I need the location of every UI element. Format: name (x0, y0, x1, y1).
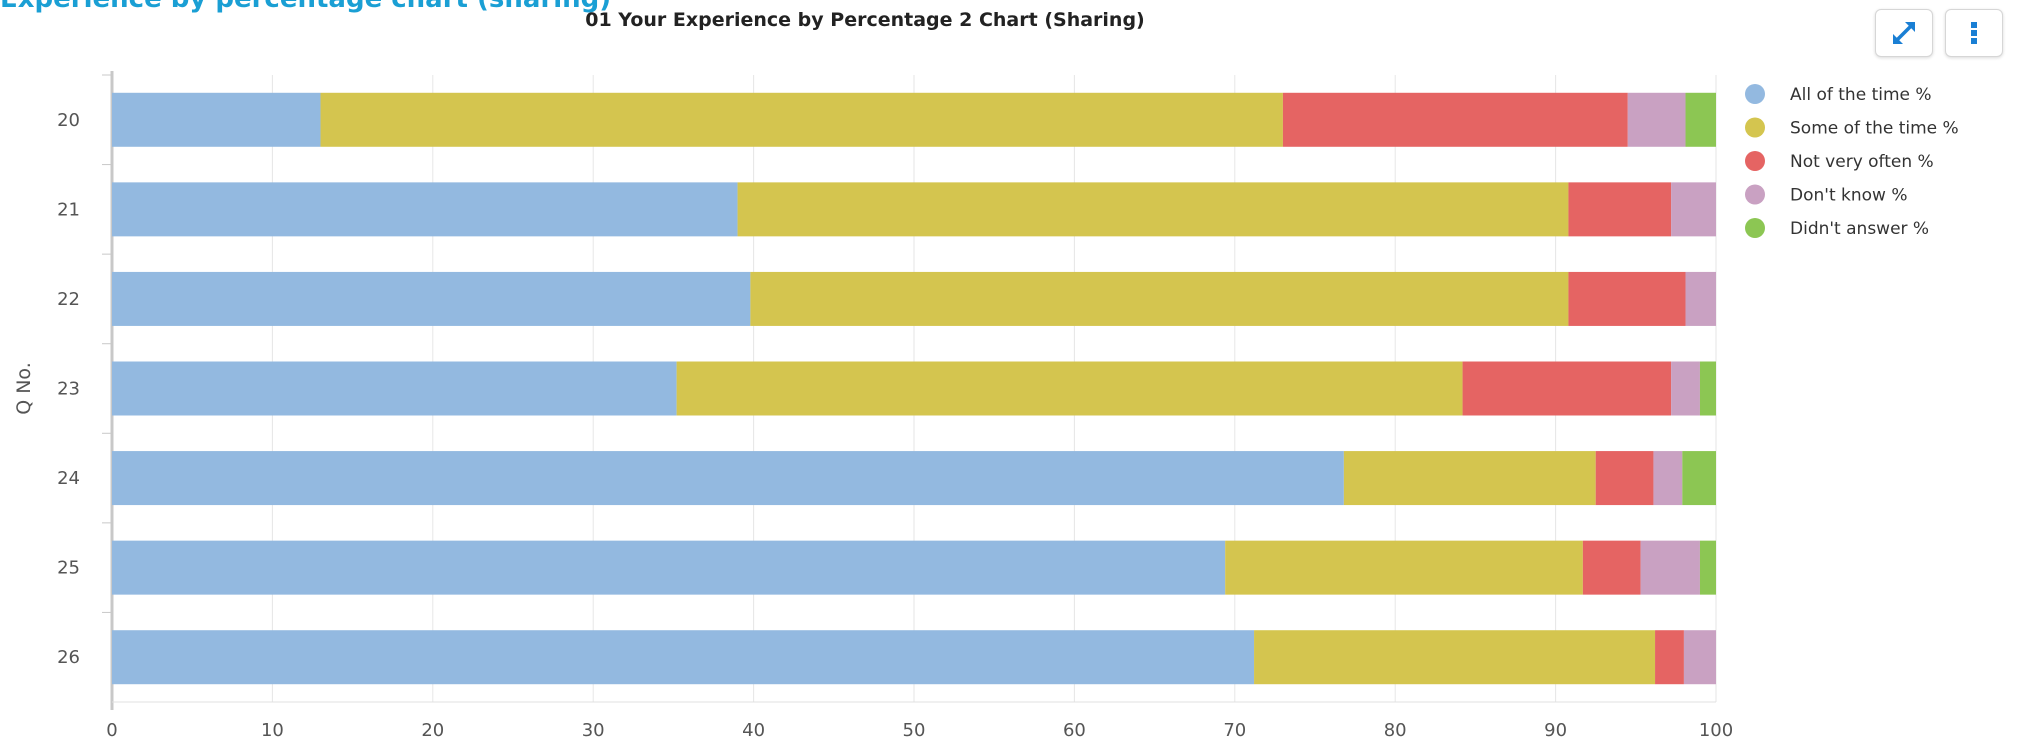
x-tick-label: 40 (742, 720, 765, 741)
bar-segment (1254, 630, 1656, 685)
bar-segment (737, 182, 1569, 237)
expand-arrows-icon (1893, 22, 1915, 44)
bar-segment (112, 92, 321, 147)
x-tick-label: 60 (1063, 720, 1086, 741)
legend-marker (1745, 151, 1765, 171)
y-tick-label: 23 (57, 379, 80, 400)
bar-segment (1685, 271, 1716, 326)
bar-segment (1627, 92, 1686, 147)
legend-label: All of the time % (1790, 85, 1932, 105)
x-tick-label: 50 (903, 720, 926, 741)
x-tick-label: 100 (1699, 720, 1733, 741)
bar-segment (1699, 361, 1716, 416)
y-tick-label: 26 (57, 647, 80, 668)
y-tick-label: 20 (57, 110, 80, 131)
bar-segment (1595, 451, 1654, 506)
legend-label: Don't know % (1790, 186, 1908, 206)
bar-segment (1653, 451, 1683, 506)
x-tick-label: 0 (106, 720, 117, 741)
x-tick-label: 30 (582, 720, 605, 741)
y-tick-label: 25 (57, 558, 80, 579)
bar-segment (1655, 630, 1684, 685)
bar-segment (1682, 451, 1716, 506)
bar-segment (320, 92, 1283, 147)
legend-marker (1745, 218, 1765, 238)
bar-segment (676, 361, 1463, 416)
bar-segment (112, 361, 677, 416)
bar-segment (1640, 540, 1700, 595)
bar-segment (112, 630, 1255, 685)
y-tick-label: 21 (57, 199, 80, 220)
x-tick-label: 10 (261, 720, 284, 741)
legend-marker (1745, 117, 1765, 138)
x-tick-label: 20 (421, 720, 444, 741)
legend-marker (1745, 184, 1765, 205)
bar-segment (1568, 182, 1672, 237)
legend-label: Some of the time % (1790, 119, 1959, 139)
bar-segment (112, 271, 751, 326)
bar-segment (1683, 630, 1716, 685)
bar-segment (1671, 182, 1716, 237)
bar-segment (1225, 540, 1583, 595)
legend-label: Didn't answer % (1790, 219, 1929, 239)
bar-segment (1462, 361, 1672, 416)
chart-title: 01 Your Experience by Percentage 2 Chart… (585, 9, 1145, 31)
more-options-button[interactable] (1945, 9, 2003, 57)
legend-marker (1745, 84, 1765, 104)
x-tick-label: 80 (1384, 720, 1407, 741)
vertical-dots-icon (1971, 22, 1977, 44)
y-tick-label: 22 (57, 289, 80, 310)
bar-segment (750, 271, 1569, 326)
x-tick-label: 70 (1223, 720, 1246, 741)
bar-segment (1282, 92, 1628, 147)
bar-segment (112, 182, 738, 237)
expand-button[interactable] (1875, 9, 1933, 57)
bar-segment (1671, 361, 1700, 416)
bar-segment (1699, 540, 1716, 595)
page-header-title: Experience by percentage chart (sharing) (0, 0, 611, 14)
bar-segment (112, 451, 1344, 506)
y-tick-label: 24 (57, 468, 80, 489)
bar-segment (1568, 271, 1686, 326)
legend-label: Not very often % (1790, 152, 1934, 172)
x-tick-label: 90 (1544, 720, 1567, 741)
y-axis-label: Q No. (13, 362, 35, 415)
bar-segment (1343, 451, 1596, 506)
bar-segment (1582, 540, 1641, 595)
bar-segment (1685, 92, 1716, 147)
bar-segment (112, 540, 1226, 595)
